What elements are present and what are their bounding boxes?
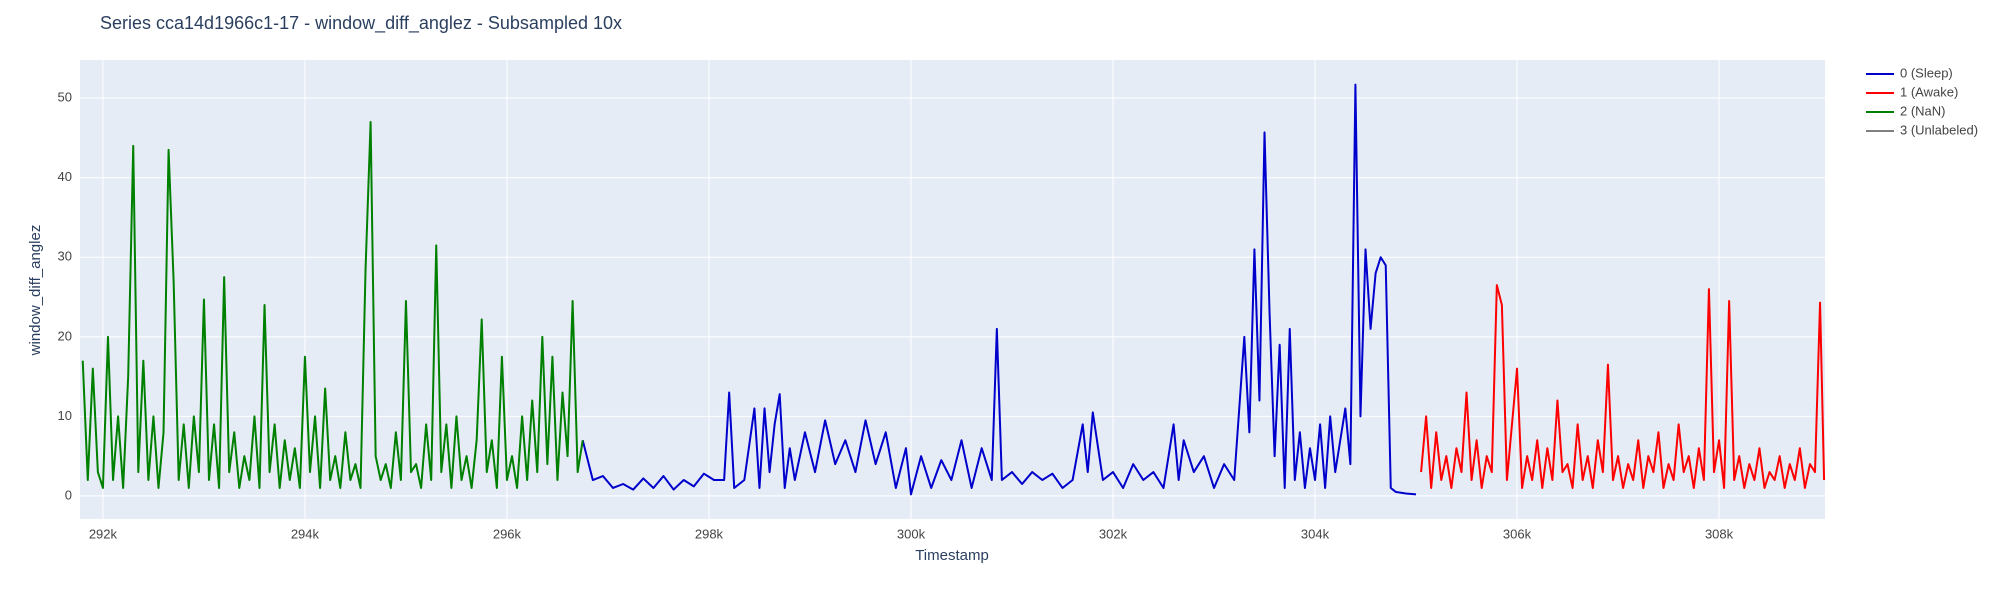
chart-title: Series cca14d1966c1-17 - window_diff_ang… [100, 13, 622, 34]
x-tick-label: 294k [291, 526, 320, 541]
data-line [1420, 284, 1826, 489]
y-tick-label: 50 [58, 90, 72, 105]
legend-label: 0 (Sleep) [1900, 65, 1953, 80]
legend-label: 1 (Awake) [1900, 84, 1958, 99]
y-tick-label: 10 [58, 408, 72, 423]
x-tick-label: 298k [695, 526, 724, 541]
x-tick-label: 296k [493, 526, 522, 541]
y-tick-label: 30 [58, 249, 72, 264]
x-tick-label: 306k [1503, 526, 1532, 541]
y-tick-label: 0 [65, 487, 72, 502]
y-axis-title: window_diff_anglez [27, 225, 44, 357]
data-line [81, 121, 584, 489]
x-tick-label: 292k [89, 526, 118, 541]
x-tick-label: 302k [1099, 526, 1128, 541]
x-axis-title: Timestamp [915, 547, 989, 564]
legend-label: 2 (NaN) [1900, 103, 1946, 118]
x-tick-label: 304k [1301, 526, 1330, 541]
legend-label: 3 (Unlabeled) [1900, 122, 1978, 137]
x-tick-label: 308k [1705, 526, 1734, 541]
plot-background [80, 60, 1825, 519]
y-tick-label: 20 [58, 328, 72, 343]
data-line [581, 83, 1417, 496]
y-tick-label: 40 [58, 169, 72, 184]
x-tick-label: 300k [897, 526, 926, 541]
